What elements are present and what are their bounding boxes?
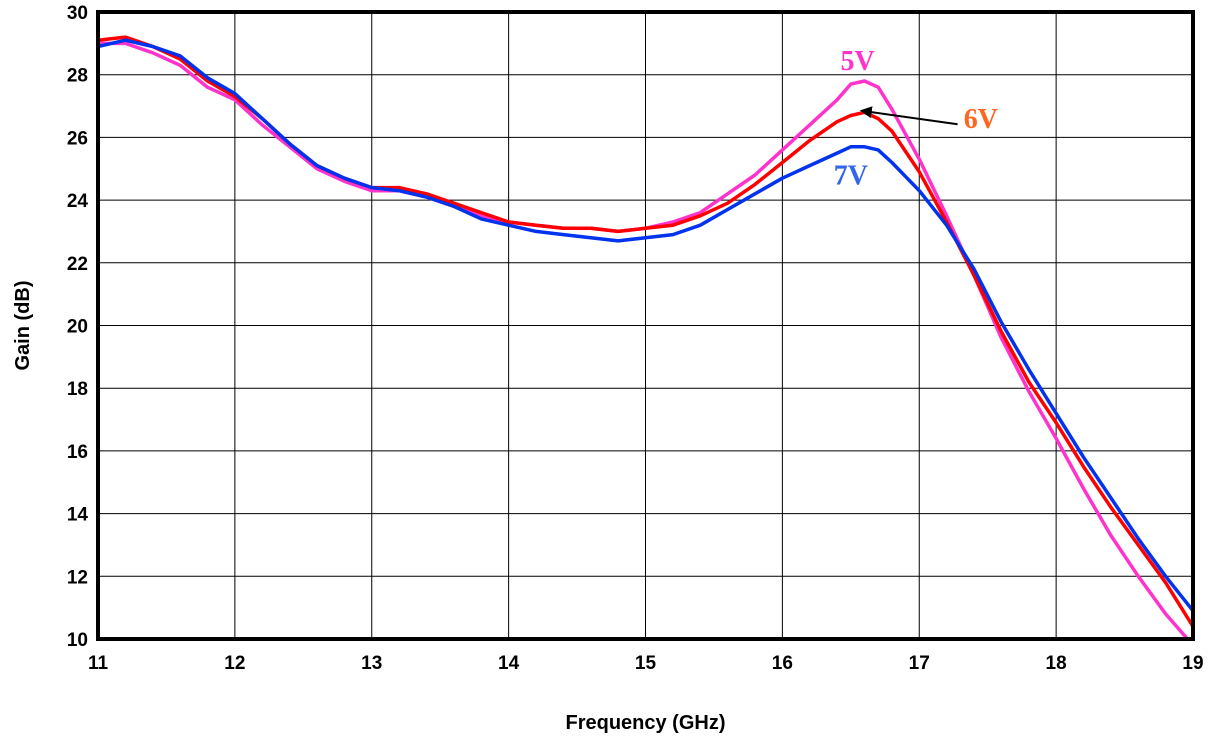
plot-frame: [96, 10, 1195, 641]
annotations: 5V 6V 7V: [834, 46, 998, 191]
x-axis-title: Frequency (GHz): [565, 712, 725, 734]
y-tick-label: 30: [67, 3, 88, 24]
y-tick-label: 16: [67, 442, 88, 463]
x-tick-label: 18: [1046, 653, 1067, 674]
y-axis-title: Gain (dB): [12, 281, 34, 371]
x-tick-label: 12: [224, 653, 245, 674]
y-tick-label: 14: [67, 505, 89, 526]
y-tick-label: 22: [67, 254, 88, 275]
x-tick-label: 13: [361, 653, 382, 674]
x-tick-label: 19: [1182, 653, 1203, 674]
series-label-5v: 5V: [841, 46, 875, 77]
x-tick-labels: 11 12 13 14 15 16 17 18 19: [88, 653, 1204, 674]
series-label-7v: 7V: [834, 160, 868, 191]
x-tick-label: 15: [635, 653, 657, 674]
x-tick-label: 14: [498, 653, 520, 674]
series-lines: [98, 35, 1193, 639]
y-tick-label: 10: [67, 630, 88, 651]
x-tick-label: 17: [909, 653, 930, 674]
grid: [97, 11, 1194, 640]
x-tick-label: 11: [88, 653, 109, 674]
y-tick-label: 18: [67, 379, 88, 400]
y-tick-label: 28: [67, 66, 88, 87]
y-tick-label: 20: [67, 317, 88, 338]
y-tick-labels: 10 12 14 16 18 20 22 24 26 28 30: [67, 3, 89, 651]
series-line-7v: [98, 38, 1193, 613]
x-tick-label: 16: [772, 653, 793, 674]
y-tick-label: 26: [67, 128, 88, 149]
series-label-6v: 6V: [964, 104, 998, 135]
annotation-arrow: [859, 106, 958, 126]
series-line-5v: [98, 41, 1190, 639]
y-tick-label: 12: [67, 567, 88, 588]
y-tick-label: 24: [67, 191, 89, 212]
